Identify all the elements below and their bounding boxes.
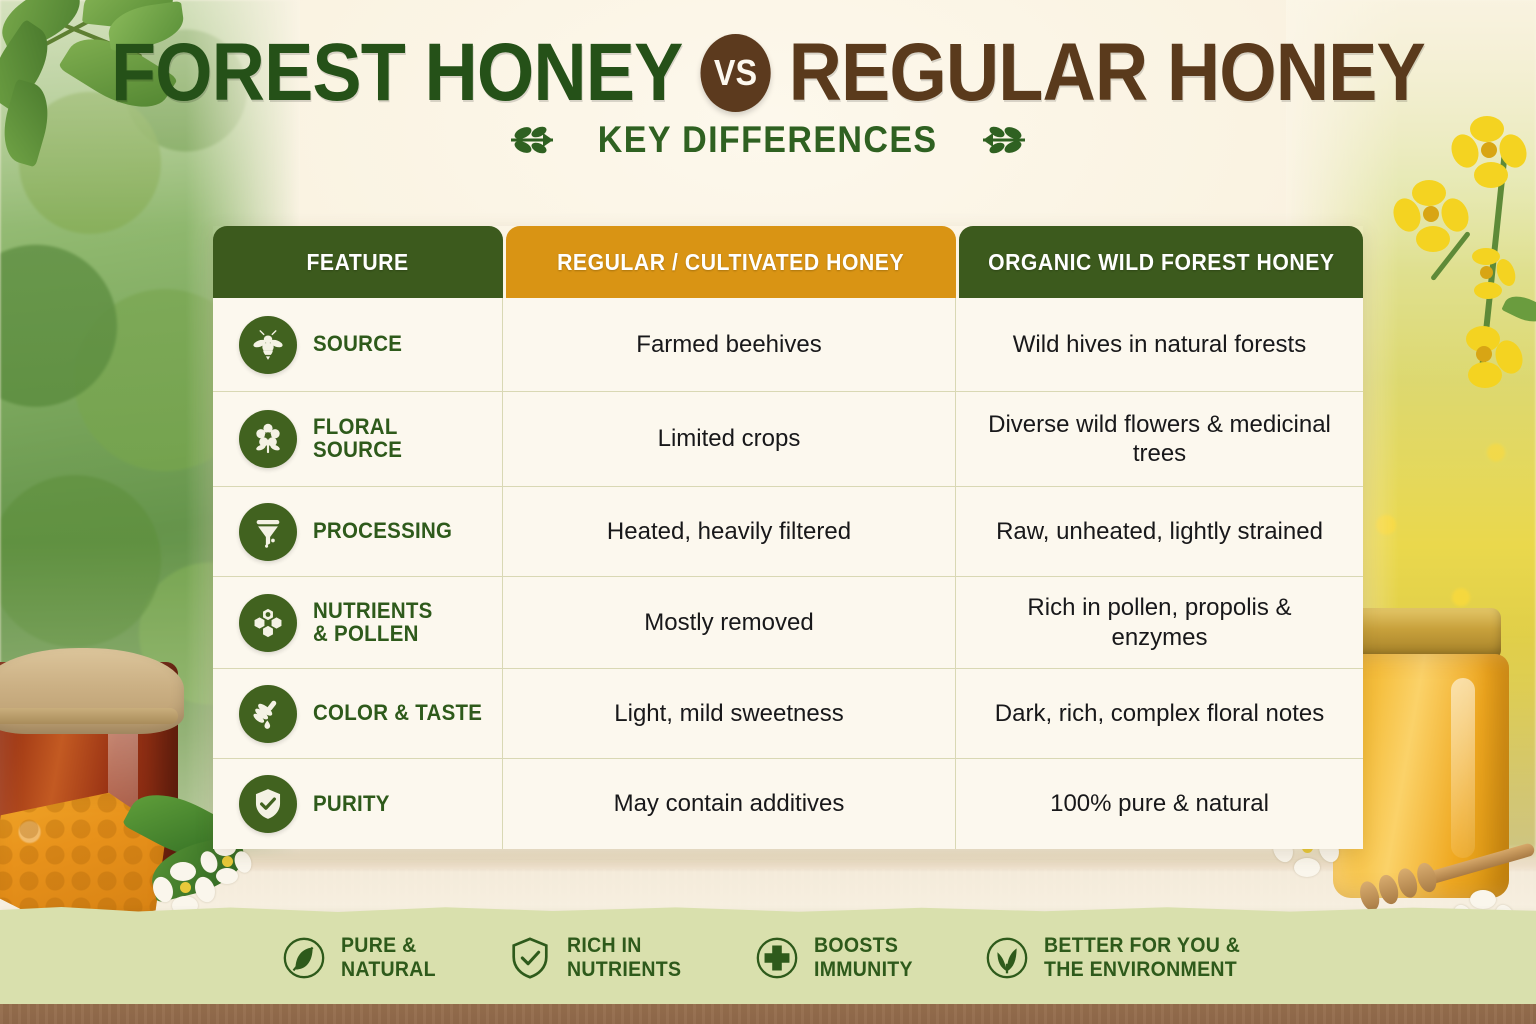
title-left-text: FOREST HONEY	[111, 27, 683, 118]
shield-check-icon	[512, 937, 548, 979]
feature-cell: SOURCE	[213, 298, 503, 391]
vs-badge: VS	[700, 34, 771, 113]
column-header-feature: FEATURE	[213, 226, 503, 298]
feature-label: COLOR & TASTE	[313, 700, 483, 726]
benefit-label: BOOSTS IMMUNITY	[813, 934, 913, 981]
yellow-flowers-decoration	[1386, 116, 1536, 390]
regular-honey-cell: Farmed beehives	[503, 298, 956, 391]
bee-icon	[239, 315, 297, 374]
regular-honey-cell: Mostly removed	[503, 577, 956, 668]
forest-honey-cell: Raw, unheated, lightly strained	[996, 517, 1323, 545]
table-row: PURITY May contain additives 100% pure &…	[213, 759, 1363, 849]
feature-label: PURITY	[313, 790, 390, 816]
benefit-label: PURE & NATURAL	[340, 934, 436, 981]
feature-label: NUTRIENTS & POLLEN	[313, 597, 433, 646]
feature-cell: NUTRIENTS & POLLEN	[213, 577, 503, 668]
table-row: PROCESSING Heated, heavily filtered Raw,…	[213, 487, 1363, 577]
forest-honey-cell: Dark, rich, complex floral notes	[994, 699, 1325, 727]
leaf-arrow-right-icon	[982, 126, 1025, 154]
flower-icon	[239, 410, 297, 468]
sprout-circle-icon	[986, 937, 1028, 979]
table-row: COLOR & TASTE Light, mild sweetness Dark…	[213, 669, 1363, 759]
benefit-badge-pure-natural: PURE & NATURAL	[281, 934, 443, 982]
leaf-circle-icon	[283, 937, 325, 979]
subtitle-text: KEY DIFFERENCES	[598, 118, 938, 160]
title-right-text: REGULAR HONEY	[788, 27, 1426, 118]
funnel-icon	[239, 502, 297, 561]
forest-honey-cell: Wild hives in natural forests	[1012, 330, 1307, 358]
feature-label: PROCESSING	[313, 518, 453, 544]
feature-cell: COLOR & TASTE	[213, 669, 503, 758]
column-header-forest-honey: ORGANIC WILD FOREST HONEY	[959, 226, 1363, 298]
subtitle-row: KEY DIFFERENCES	[0, 119, 1536, 161]
column-header-regular-honey: REGULAR / CULTIVATED HONEY	[506, 226, 956, 298]
comparison-table: FEATURE REGULAR / CULTIVATED HONEY ORGAN…	[213, 226, 1363, 849]
honey-dipper-icon	[239, 684, 297, 743]
regular-honey-cell: Limited crops	[503, 392, 956, 486]
table-header-row: FEATURE REGULAR / CULTIVATED HONEY ORGAN…	[213, 226, 1363, 298]
regular-honey-cell: Light, mild sweetness	[503, 669, 956, 758]
table-row: NUTRIENTS & POLLEN Mostly removed Rich i…	[213, 577, 1363, 669]
plus-circle-icon	[756, 937, 798, 979]
benefit-label: RICH IN NUTRIENTS	[566, 934, 682, 981]
regular-honey-cell: May contain additives	[503, 759, 956, 849]
benefit-badge-rich-nutrients: RICH IN NUTRIENTS	[507, 934, 690, 982]
benefits-banner: PURE & NATURAL RICH IN NUTRIENTS BOOSTS …	[0, 912, 1536, 1004]
table-row: SOURCE Farmed beehives Wild hives in nat…	[213, 298, 1363, 392]
shield-check-icon	[239, 775, 297, 833]
feature-cell: PROCESSING	[213, 487, 503, 576]
forest-honey-cell: Diverse wild flowers & medicinal trees	[988, 410, 1331, 467]
benefit-badge-boosts-immunity: BOOSTS IMMUNITY	[754, 934, 920, 982]
feature-label: SOURCE	[313, 331, 403, 357]
benefit-label: BETTER FOR YOU & THE ENVIRONMENT	[1044, 934, 1241, 981]
benefit-badge-better-environment: BETTER FOR YOU & THE ENVIRONMENT	[984, 934, 1255, 982]
leaf-arrow-left-icon	[511, 126, 554, 154]
feature-label: FLORAL SOURCE	[313, 414, 403, 462]
forest-honey-cell: 100% pure & natural	[1050, 790, 1269, 818]
forest-honey-cell: Rich in pollen, propolis & enzymes	[1027, 594, 1292, 651]
main-title: FOREST HONEY VS REGULAR HONEY	[111, 27, 1426, 118]
title-block: FOREST HONEY VS REGULAR HONEY KEY DIFFER…	[0, 27, 1536, 161]
feature-cell: PURITY	[213, 759, 503, 849]
honeycomb-icon	[239, 593, 297, 652]
table-row: FLORAL SOURCE Limited crops Diverse wild…	[213, 392, 1363, 487]
feature-cell: FLORAL SOURCE	[213, 392, 503, 486]
regular-honey-cell: Heated, heavily filtered	[503, 487, 956, 576]
